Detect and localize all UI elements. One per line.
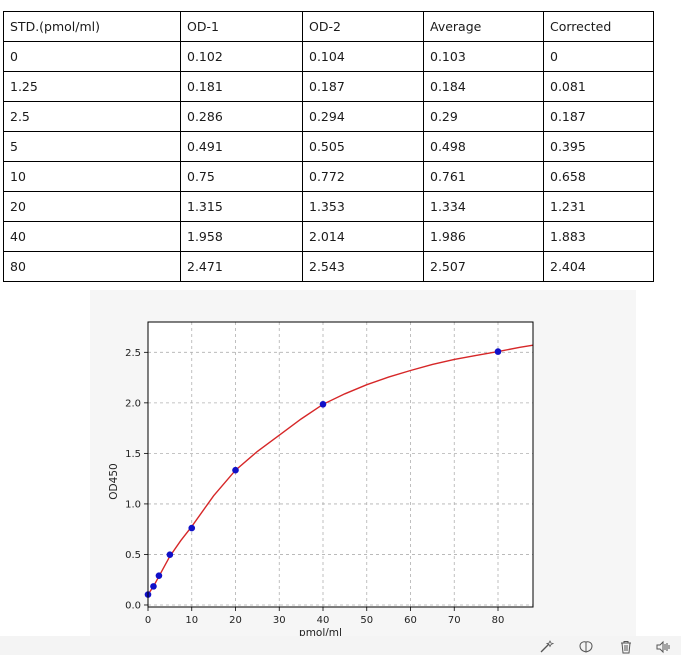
table-cell: 0.75	[180, 161, 303, 192]
table-row: 0 0.102 0.104 0.103 0	[3, 41, 654, 72]
table-cell: 2.543	[302, 251, 424, 282]
table-header-cell: STD.(pmol/ml)	[3, 11, 181, 42]
y-axis-label: OD450	[108, 463, 120, 499]
trash-icon[interactable]	[618, 640, 634, 654]
table-row: 1.25 0.181 0.187 0.184 0.081	[3, 71, 654, 102]
table-header-cell: OD-2	[302, 11, 424, 42]
table-cell: 1.315	[180, 191, 303, 222]
table-row: 5 0.491 0.505 0.498 0.395	[3, 131, 654, 162]
table-cell: 0.505	[302, 131, 424, 162]
table-header-cell: Corrected	[543, 11, 654, 42]
table-header-cell: Average	[423, 11, 544, 42]
table-cell: 0.491	[180, 131, 303, 162]
table-cell: 0	[3, 41, 181, 72]
table-row: 80 2.471 2.543 2.507 2.404	[3, 251, 654, 282]
table-cell: 2.471	[180, 251, 303, 282]
y-tick-label: 2.0	[125, 398, 141, 409]
y-tick-label: 2.5	[125, 348, 141, 359]
table-cell: 40	[3, 221, 181, 252]
magic-wand-icon[interactable]	[539, 640, 555, 654]
data-point	[494, 348, 502, 355]
data-point	[155, 572, 163, 579]
standard-curve-chart: 0 10 20 30 40 50 60 70 80 0.0 0.5 1.0 1.5 2.0 2.5 pmol/…	[90, 290, 636, 636]
table-cell: 0.294	[302, 101, 424, 132]
table-cell: 0.181	[180, 71, 303, 102]
table-cell: 20	[3, 191, 181, 222]
table-cell: 1.334	[423, 191, 544, 222]
table-cell: 2.507	[423, 251, 544, 282]
table-cell: 0.658	[543, 161, 654, 192]
table-header-row: STD.(pmol/ml) OD-1 OD-2 Average Corrected	[3, 11, 654, 42]
table-cell: 0.772	[302, 161, 424, 192]
y-tick-label: 0.0	[125, 600, 141, 611]
table-row: 40 1.958 2.014 1.986 1.883	[3, 221, 654, 252]
table-cell: 1.958	[180, 221, 303, 252]
x-tick-label: 20	[229, 615, 242, 626]
table-cell: 0.103	[423, 41, 544, 72]
table-cell: 0.187	[302, 71, 424, 102]
table-row: 20 1.315 1.353 1.334 1.231	[3, 191, 654, 222]
table-cell: 80	[3, 251, 181, 282]
y-tick-label: 0.5	[125, 550, 141, 561]
table-cell: 2.404	[543, 251, 654, 282]
table-row: 2.5 0.286 0.294 0.29 0.187	[3, 101, 654, 132]
volume-icon[interactable]	[655, 640, 671, 654]
table-cell: 1.25	[3, 71, 181, 102]
table-row: 10 0.75 0.772 0.761 0.658	[3, 161, 654, 192]
table-cell: 0.184	[423, 71, 544, 102]
x-axis-label: pmol/ml	[299, 627, 342, 636]
table-cell: 0.395	[543, 131, 654, 162]
table-cell: 0	[543, 41, 654, 72]
table-cell: 0.761	[423, 161, 544, 192]
x-tick-label: 60	[404, 615, 417, 626]
table-cell: 1.986	[423, 221, 544, 252]
x-tick-label: 70	[448, 615, 461, 626]
table-cell: 0.498	[423, 131, 544, 162]
bottom-toolbar	[0, 636, 681, 655]
table-cell: 2.5	[3, 101, 181, 132]
table-cell: 5	[3, 131, 181, 162]
table-cell: 1.353	[302, 191, 424, 222]
data-point	[319, 400, 327, 408]
data-point	[166, 551, 174, 558]
table-cell: 0.081	[543, 71, 654, 102]
x-tick-label: 0	[145, 615, 151, 626]
x-tick-label: 50	[360, 615, 373, 626]
table-cell: 0.286	[180, 101, 303, 132]
y-tick-label: 1.0	[125, 499, 141, 510]
data-point	[188, 524, 196, 532]
data-point	[232, 466, 239, 474]
chart-svg: 0 10 20 30 40 50 60 70 80 0.0 0.5 1.0 1.5 2.0 2.5 pmol/…	[108, 321, 534, 636]
plot-area	[148, 322, 533, 607]
x-tick-label: 10	[185, 615, 198, 626]
table-cell: 0.104	[302, 41, 424, 72]
table-cell: 2.014	[302, 221, 424, 252]
y-tick-label: 1.5	[125, 449, 141, 460]
x-tick-label: 40	[317, 615, 330, 626]
plot-frame	[147, 321, 534, 608]
table-cell: 1.883	[543, 221, 654, 252]
table-cell: 0.102	[180, 41, 303, 72]
table-cell: 10	[3, 161, 181, 192]
table-header-cell: OD-1	[180, 11, 303, 42]
x-tick-label: 30	[273, 615, 286, 626]
fit-curve-line	[147, 344, 534, 595]
data-point	[150, 583, 157, 590]
table-cell: 0.29	[423, 101, 544, 132]
brain-icon[interactable]	[578, 640, 594, 654]
table-cell: 0.187	[543, 101, 654, 132]
x-tick-label: 80	[492, 615, 505, 626]
standard-curve-table: STD.(pmol/ml) OD-1 OD-2 Average Corrected 0 0.…	[3, 11, 654, 282]
table-cell: 1.231	[543, 191, 654, 222]
